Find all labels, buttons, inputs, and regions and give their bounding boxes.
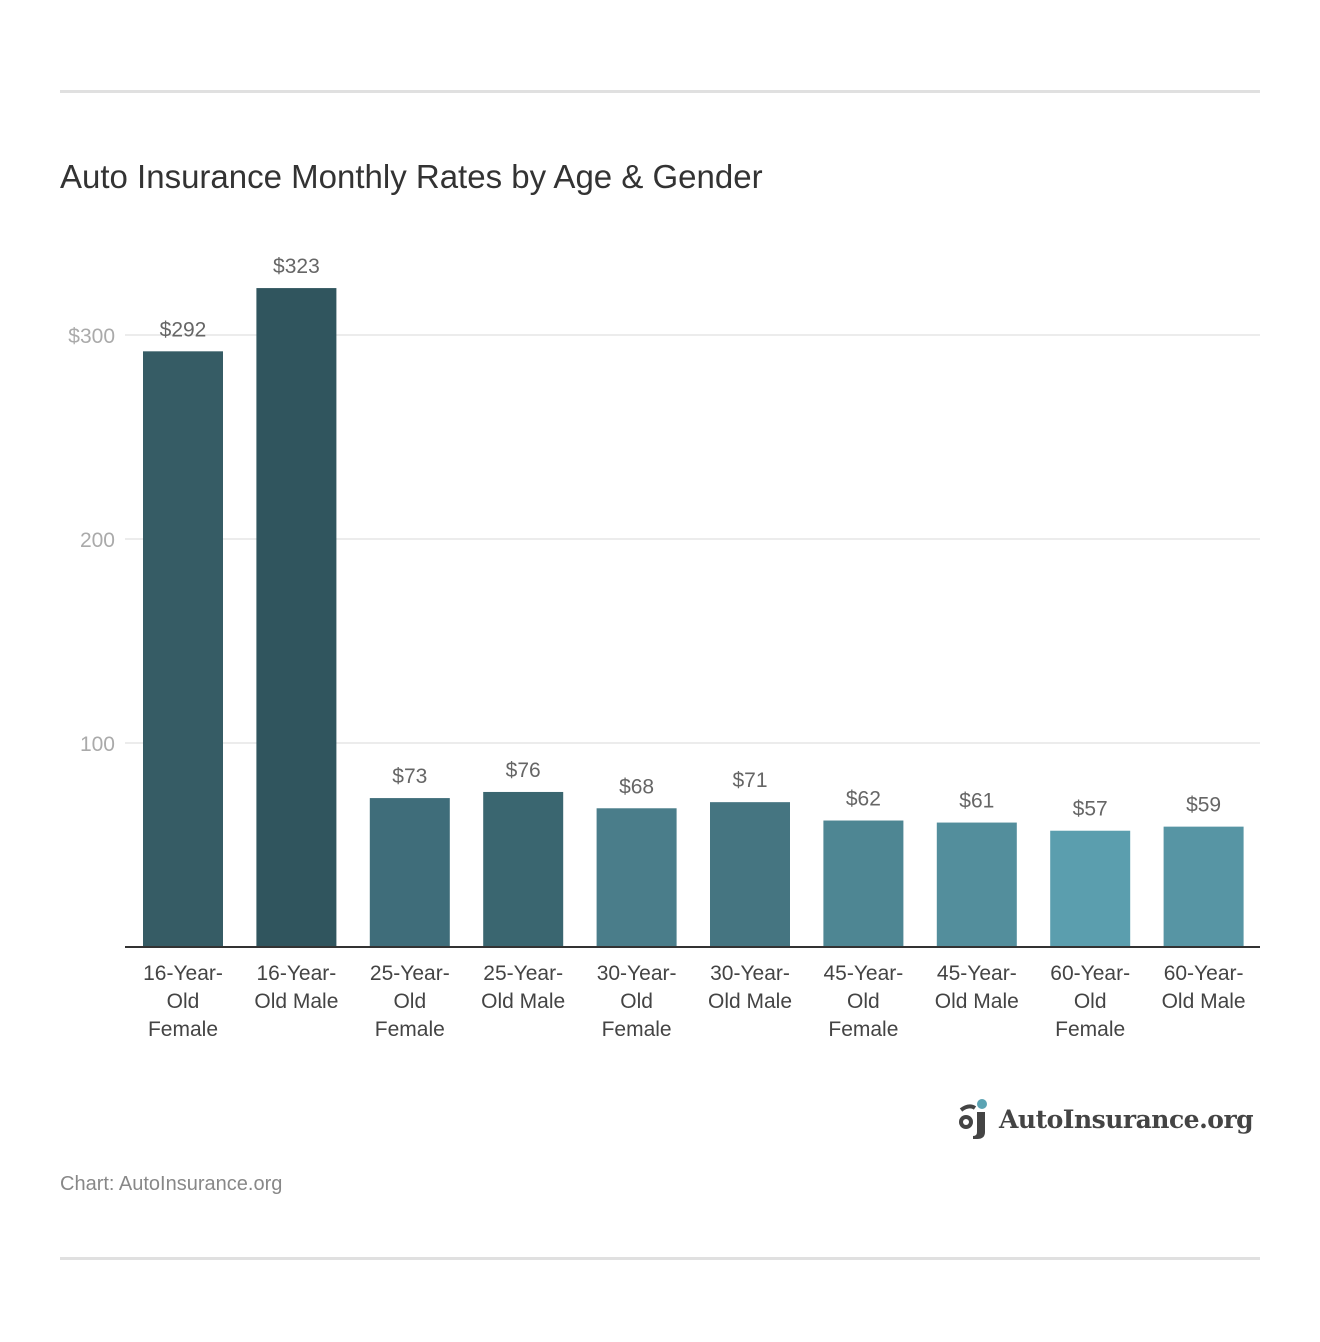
data-label: $61 [959, 790, 994, 813]
bar [710, 802, 790, 947]
bar [1163, 826, 1244, 947]
x-tick-label: Old Male [481, 990, 565, 1013]
bar [369, 798, 450, 947]
x-tick-label: Female [828, 1018, 898, 1041]
x-tick-label: Female [148, 1018, 218, 1041]
x-tick-label: 16-Year- [143, 962, 223, 985]
x-tick-label: 25-Year- [370, 962, 450, 985]
x-tick-label: Old Male [708, 990, 792, 1013]
x-tick-label: Old Male [254, 990, 338, 1013]
bar [143, 351, 223, 947]
x-tick-label: 45-Year- [824, 962, 904, 985]
logo-text: AutoInsurance.org [999, 1104, 1254, 1134]
bar [823, 820, 904, 947]
x-tick-label: Old [393, 990, 426, 1013]
data-label: $57 [1073, 798, 1108, 821]
x-tick-label: 16-Year- [257, 962, 337, 985]
x-tick-label: Old [167, 990, 200, 1013]
logo-icon [959, 1099, 987, 1139]
bar-chart: 100 200 $300 $292 16-Year- Old Female $323 16-Ye… [68, 255, 1260, 1041]
bottom-rule [60, 1257, 1260, 1260]
x-tick-label: Female [1055, 1018, 1125, 1041]
x-tick-label: Old [847, 990, 880, 1013]
logo: AutoInsurance.org [955, 1098, 1254, 1140]
data-label: $73 [392, 765, 427, 788]
data-label: $68 [619, 775, 654, 798]
bar [256, 288, 337, 948]
data-label: $76 [506, 759, 541, 782]
y-tick-label: $300 [68, 325, 115, 348]
chart-source: Chart: AutoInsurance.org [60, 1173, 283, 1195]
x-tick-label: 30-Year- [710, 962, 790, 985]
top-rule [60, 90, 1260, 93]
chart-title: Auto Insurance Monthly Rates by Age & Ge… [60, 158, 763, 195]
x-tick-label: Old [620, 990, 653, 1013]
data-label: $292 [160, 318, 207, 341]
data-label: $71 [732, 769, 767, 792]
bar [596, 808, 677, 947]
bar [936, 822, 1017, 947]
x-tick-label: 25-Year- [483, 962, 563, 985]
x-tick-label: Female [602, 1018, 672, 1041]
x-tick-label: 30-Year- [597, 962, 677, 985]
x-tick-label: 60-Year- [1050, 962, 1130, 985]
data-label: $59 [1186, 794, 1221, 817]
x-tick-label: 45-Year- [937, 962, 1017, 985]
data-label: $62 [846, 788, 881, 811]
x-tick-label: Female [375, 1018, 445, 1041]
x-tick-label: Old Male [1162, 990, 1246, 1013]
x-tick-label: Old Male [935, 990, 1019, 1013]
bar [483, 791, 564, 947]
y-tick-label: 200 [80, 529, 115, 552]
data-label: $323 [273, 255, 320, 278]
x-tick-label: Old [1074, 990, 1107, 1013]
x-tick-label: 60-Year- [1164, 962, 1244, 985]
y-tick-label: 100 [80, 733, 115, 756]
bar [1050, 830, 1131, 947]
